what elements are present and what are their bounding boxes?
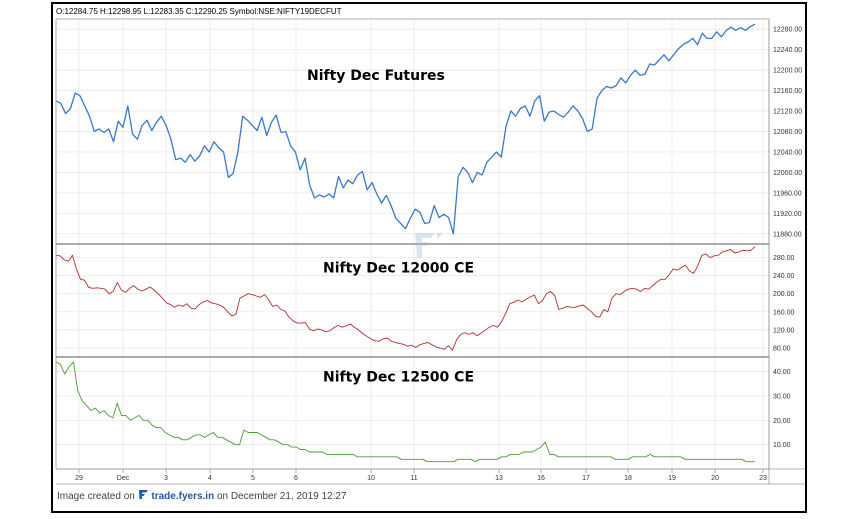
image-credit: Image created on trade.fyers.in on Decem… [57, 489, 347, 503]
y-tick-label: 12240.00 [773, 47, 802, 54]
y-tick-label: 120.00 [773, 327, 795, 334]
x-tick-label: 6 [294, 475, 298, 482]
x-tick-label: 13 [495, 475, 503, 482]
x-tick-label: 18 [624, 475, 632, 482]
x-tick-label: 5 [251, 475, 255, 482]
title-layer: Nifty Dec Futures Nifty Dec 12000 CE Nif… [307, 68, 474, 386]
x-tick-label: 23 [759, 475, 767, 482]
y-tick-label: 11960.00 [773, 190, 802, 197]
y-tick-label: 12120.00 [773, 109, 802, 116]
fyers-watermark-icon [415, 233, 443, 258]
x-tick-label: 16 [537, 475, 545, 482]
series-line [55, 23, 756, 235]
x-tick-label: 29 [75, 475, 83, 482]
y-tick-label: 280.00 [773, 255, 795, 262]
y-tick-label: 11880.00 [773, 231, 802, 238]
x-tick-label: 20 [711, 475, 719, 482]
y-tick-label: 80.00 [773, 345, 791, 352]
series-layer [55, 23, 756, 463]
chart-frame: O:12284.75 H:12298.95 L:12283.35 C:12290… [51, 2, 807, 513]
y-tick-label: 30.00 [773, 393, 791, 400]
credit-suffix: on December 21, 2019 12:27 [216, 491, 347, 502]
y-tick-label: 20.00 [773, 418, 791, 425]
axes-layer: 11880.00 11920.00 11960.00 12000.00 12040.00… [55, 18, 805, 485]
y-tick-label: 11920.00 [773, 211, 802, 218]
y-tick-label: 240.00 [773, 273, 795, 280]
y-tick-label: 40.00 [773, 369, 791, 376]
x-tick-label: 4 [208, 475, 212, 482]
y-tick-label: 200.00 [773, 291, 795, 298]
chart-canvas: 11880.00 11920.00 11960.00 12000.00 12040.00… [55, 18, 805, 485]
series-line [55, 246, 756, 351]
x-tick-label: 19 [668, 475, 676, 482]
credit-brand-link[interactable]: trade.fyers.in [151, 491, 215, 502]
y-tick-label: 12000.00 [773, 170, 802, 177]
chart-title-12000-ce: Nifty Dec 12000 CE [323, 260, 474, 276]
y-tick-label: 12160.00 [773, 88, 802, 95]
y-tick-label: 12280.00 [773, 27, 802, 34]
y-tick-label: 160.00 [773, 309, 795, 316]
series-line [55, 361, 755, 463]
y-tick-label: 12040.00 [773, 149, 802, 156]
x-tick-label: Dec [117, 475, 130, 482]
ohlc-readout: O:12284.75 H:12298.95 L:12283.35 C:12290… [56, 7, 342, 16]
x-tick-label: 10 [367, 475, 375, 482]
x-tick-label: 17 [582, 475, 590, 482]
y-tick-label: 12080.00 [773, 129, 802, 136]
chart-title-futures: Nifty Dec Futures [307, 68, 445, 84]
y-tick-label: 12200.00 [773, 68, 802, 75]
chart-title-12500-ce: Nifty Dec 12500 CE [323, 370, 474, 386]
fyers-logo-icon [138, 489, 149, 503]
x-tick-label: 11 [410, 475, 417, 482]
y-tick-label: 10.00 [773, 442, 791, 449]
credit-prefix: Image created on [57, 491, 135, 502]
x-tick-label: 3 [164, 475, 168, 482]
